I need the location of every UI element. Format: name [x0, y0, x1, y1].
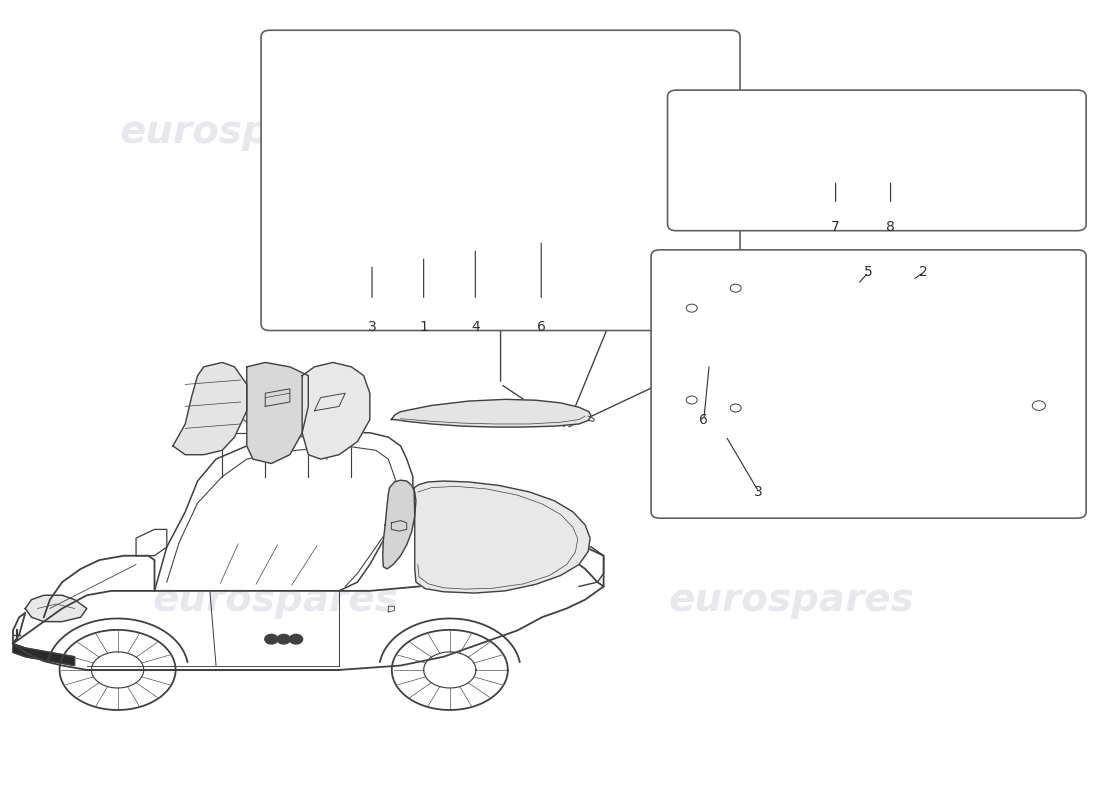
Text: 4: 4	[471, 320, 480, 334]
Text: 2: 2	[920, 266, 928, 279]
Text: eurospares: eurospares	[669, 114, 914, 151]
Text: 8: 8	[887, 220, 895, 234]
Text: 5: 5	[865, 266, 873, 279]
Polygon shape	[25, 595, 87, 622]
Polygon shape	[392, 399, 592, 427]
Polygon shape	[383, 480, 416, 569]
Text: 3: 3	[367, 320, 376, 334]
Text: 6: 6	[537, 320, 546, 334]
Text: 6: 6	[700, 413, 708, 427]
Text: 7: 7	[832, 220, 840, 234]
Circle shape	[265, 634, 278, 644]
Text: eurospares: eurospares	[120, 114, 365, 151]
FancyBboxPatch shape	[261, 30, 740, 330]
FancyBboxPatch shape	[668, 90, 1086, 230]
FancyBboxPatch shape	[651, 250, 1086, 518]
Text: 3: 3	[755, 485, 763, 499]
Text: 1: 1	[419, 320, 428, 334]
Polygon shape	[13, 643, 75, 666]
Circle shape	[277, 634, 290, 644]
Circle shape	[289, 634, 302, 644]
Polygon shape	[246, 362, 308, 463]
Polygon shape	[302, 362, 370, 459]
Polygon shape	[414, 481, 590, 593]
Text: eurospares: eurospares	[153, 581, 398, 618]
Polygon shape	[173, 362, 246, 454]
Text: eurospares: eurospares	[669, 581, 914, 618]
